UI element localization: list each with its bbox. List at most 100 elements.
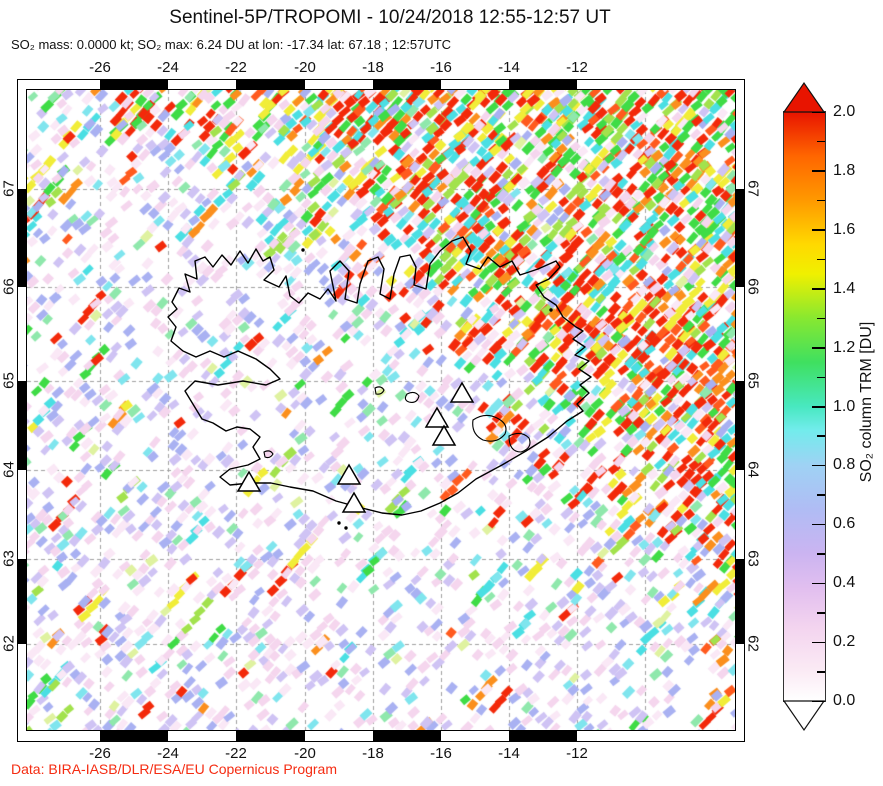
colorbar-tick-label: 2.0 [833,103,856,120]
colorbar-arrows [783,81,826,732]
lon-tick-label-top: -14 [498,59,520,76]
colorbar-tick-label: 1.0 [833,397,856,415]
border-segment [736,559,744,644]
colorbar-tick [812,347,825,349]
lon-tick-label-top: -16 [430,59,452,76]
volcano-triangle-marker [236,470,262,492]
colorbar-tick [817,376,825,379]
colorbar-tick [812,582,825,585]
colorbar-tick [817,258,825,261]
frame-outer-bottom [17,741,745,742]
colorbar-tick [817,494,825,496]
frame-outer-top [17,79,745,80]
lon-tick-label-top: -22 [225,59,247,76]
lon-tick-label-bottom: -18 [362,745,384,762]
glacier-lake-outlines [263,386,531,459]
lat-tick-label-left: 63 [0,550,18,567]
colorbar-tick [812,406,825,408]
colorbar-tick [812,288,825,290]
lat-tick-label-left: 65 [0,372,18,389]
colorbar-tick-label: 1.6 [833,220,856,238]
border-segment [373,731,441,741]
page-title: Sentinel-5P/TROPOMI - 10/24/2018 12:55-1… [169,7,611,28]
colorbar-tick [812,464,825,467]
lat-tick-label-left: 64 [0,461,18,478]
island-dot [337,521,341,525]
border-segment [236,731,305,741]
colorbar-tick [812,170,825,172]
colorbar-tick [812,523,825,526]
lon-tick-label-bottom: -24 [157,745,179,762]
lon-tick-label-bottom: -14 [498,745,520,762]
colorbar-tick [817,671,825,673]
volcano-markers-group [236,381,475,513]
lon-tick-label-top: -12 [566,59,588,76]
iceland-coastline [167,236,592,516]
colorbar-tick-label: 0.0 [833,692,856,709]
stats-subtitle: SO₂ mass: 0.0000 kt; SO₂ max: 6.24 DU at… [11,37,452,52]
colorbar-over-arrow [783,81,826,113]
border-segment [236,80,305,89]
frame-outer-left [17,79,18,742]
lon-tick-label-top: -20 [294,59,316,76]
volcano-triangle-marker [431,424,457,446]
colorbar-tick-label: 0.4 [833,574,856,592]
colorbar-tick-label: 1.8 [833,161,856,179]
colorbar-tick-label: 1.4 [833,279,856,297]
border-segment [509,80,577,89]
border-segment [736,189,744,287]
islands-group [301,248,553,530]
colorbar-tick [812,700,825,702]
border-segment [18,189,26,287]
colorbar: 2.0 1.8 1.6 1.4 1.2 1.0 0.8 0.6 0.4 0.2 0.0 [783,81,883,771]
lat-tick-label-left: 67 [0,180,18,197]
lon-tick-label-bottom: -22 [225,745,247,762]
so2-noise-layer [27,90,735,730]
colorbar-tick [817,435,825,437]
lon-tick-label-bottom: -12 [566,745,588,762]
colorbar-tick-label: 1.2 [833,338,856,356]
colorbar-tick [817,612,825,614]
lat-tick-label-right: 62 [744,635,762,652]
colorbar-under-arrow [783,700,826,732]
island-dot [344,526,348,530]
island-dot [301,248,305,252]
map-area [27,90,735,730]
colorbar-tick [817,140,825,143]
border-segment [100,80,168,89]
border-segment [100,731,168,741]
colorbar-tick-label: 0.8 [833,456,856,474]
coastline-overlay [167,236,592,530]
island-dot [549,308,553,312]
lat-tick-label-right: 65 [744,372,762,389]
colorbar-tick [812,111,825,113]
lon-tick-label-top: -26 [89,59,111,76]
lon-tick-label-bottom: -26 [89,745,111,762]
colorbar-tick-label: 0.2 [833,633,856,651]
lat-tick-label-left: 62 [0,635,18,652]
frame-outer-right [744,79,745,742]
lat-tick-label-right: 64 [744,461,762,478]
attribution-text: Data: BIRA-IASB/DLR/ESA/EU Copernicus Pr… [11,761,338,777]
border-segment [509,731,577,741]
colorbar-tick [817,199,825,202]
border-segment [18,559,26,644]
lat-tick-label-right: 63 [744,550,762,567]
lon-tick-label-bottom: -16 [430,745,452,762]
colorbar-tick [817,317,825,320]
frame-inner-left [26,89,27,731]
colorbar-tick [812,229,825,231]
frame-inner-top [26,89,736,90]
frame-inner-right [735,89,736,731]
colorbar-tick [817,553,825,555]
border-segment [736,381,744,470]
lat-tick-label-left: 66 [0,278,18,295]
colorbar-tick-label: 0.6 [833,515,856,533]
lon-tick-label-top: -24 [157,59,179,76]
border-segment [373,80,441,89]
frame-inner-bottom [26,730,736,731]
lat-tick-label-right: 66 [744,278,762,295]
